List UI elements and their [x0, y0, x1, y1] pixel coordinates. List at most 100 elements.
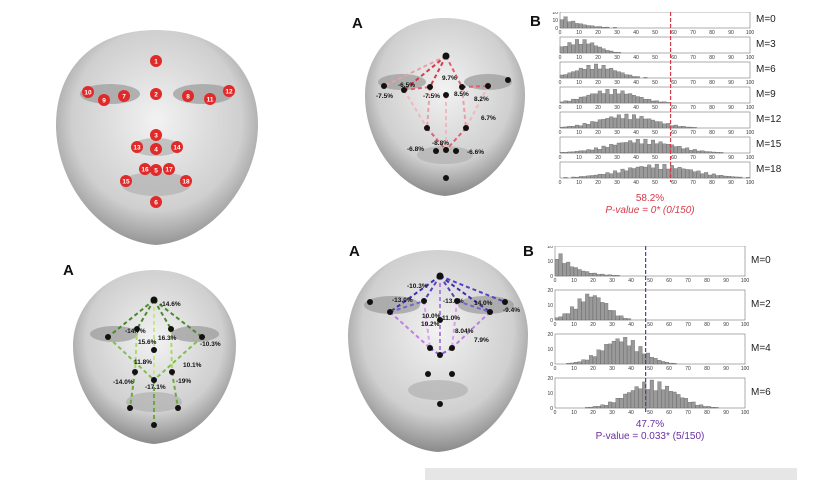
x-tick: 20: [595, 55, 601, 61]
x-tick: 10: [571, 410, 577, 416]
blue-percent: -10.3%: [407, 283, 428, 290]
hist-bar: [596, 349, 601, 365]
hist-bar: [643, 118, 648, 129]
hist-bar: [605, 89, 610, 104]
x-tick: 90: [723, 410, 729, 416]
hist-bar: [597, 119, 602, 129]
x-tick: 20: [595, 155, 601, 161]
hist-bar: [746, 177, 750, 179]
hist-bar: [687, 402, 692, 409]
hist-bar: [567, 100, 572, 104]
hist-bar: [566, 313, 571, 321]
hist-bar: [571, 98, 576, 104]
face-red-pattern: 9.7% -7.5% -6.5% -7.5% 8.5% 8.2% 6.7% -8…: [365, 18, 525, 196]
y-tick: 0: [550, 362, 553, 368]
x-tick: 0: [559, 55, 562, 61]
row-label: M=2: [751, 299, 771, 310]
x-tick: 90: [728, 130, 734, 136]
hist-bar: [681, 148, 686, 154]
landmark-dot: [139, 163, 151, 175]
x-tick: 10: [576, 80, 582, 86]
hist-bar: [714, 407, 719, 409]
hist-bar: [571, 20, 576, 29]
green-percent: 15.6%: [138, 339, 157, 346]
hist-bar: [594, 121, 598, 129]
y-tick: 0: [550, 274, 553, 280]
hist-bar: [600, 350, 605, 365]
x-tick: 30: [614, 55, 620, 61]
hist-bar: [609, 94, 614, 104]
x-tick: 100: [741, 322, 750, 328]
hist-bar: [596, 297, 601, 321]
hist-bar: [613, 117, 617, 129]
hist-bar: [616, 71, 621, 79]
hist-bar: [581, 359, 586, 365]
green-percent: -10.3%: [200, 341, 221, 348]
x-tick: 60: [671, 180, 677, 186]
hist-bar: [620, 72, 625, 79]
hist-bar: [615, 398, 620, 409]
y-tick: 10: [547, 303, 553, 309]
hist-bar: [623, 318, 628, 321]
hist-bar: [577, 269, 582, 277]
x-tick: 70: [685, 278, 691, 284]
x-tick: 60: [671, 130, 677, 136]
hist-bar: [616, 52, 621, 54]
y-tick: 20: [547, 288, 553, 294]
hist-bar: [575, 70, 579, 79]
hist-bar: [651, 139, 655, 154]
hist-bar: [658, 121, 663, 129]
x-tick: 100: [746, 155, 755, 161]
hist-bar: [620, 142, 625, 154]
hist-bar: [738, 176, 743, 179]
hist-bar: [605, 26, 610, 29]
x-tick: 10: [576, 30, 582, 36]
hist-bar: [616, 142, 621, 154]
x-tick: 90: [723, 366, 729, 372]
green-percent: -19%: [176, 378, 191, 385]
hist-bar: [615, 338, 620, 365]
hist-bar: [685, 147, 690, 154]
hist-bar: [613, 70, 617, 79]
hist-bar: [639, 96, 644, 104]
hist-bar: [677, 126, 682, 129]
hist-bar: [628, 74, 633, 79]
hist-bar: [582, 123, 587, 129]
hist-bar: [554, 317, 559, 321]
x-tick: 20: [595, 80, 601, 86]
hist-bar: [615, 315, 620, 321]
hist-bar: [590, 69, 595, 79]
hist-bar: [635, 76, 640, 79]
hist-frame: [554, 246, 746, 277]
hist-bar: [657, 381, 662, 409]
hist-bar: [578, 125, 583, 129]
hist-bar: [582, 24, 587, 29]
hist-bar: [638, 388, 643, 409]
landmark-dot: [163, 163, 175, 175]
hist-bar: [666, 123, 671, 129]
landmark-number: 11: [207, 97, 214, 104]
x-tick: 50: [647, 278, 653, 284]
x-tick: 80: [704, 366, 710, 372]
hist-bar: [658, 101, 663, 104]
x-tick: 100: [746, 180, 755, 186]
caption-bottom-value: 47.7%: [635, 419, 665, 430]
hist-bar: [630, 390, 635, 409]
hist-bar: [647, 144, 652, 154]
hist-bar: [673, 168, 678, 179]
x-tick: 70: [690, 105, 696, 111]
hist-bar: [730, 176, 735, 179]
hist-bar: [609, 116, 614, 129]
x-tick: 30: [609, 322, 615, 328]
hist-bar: [559, 101, 564, 104]
hist-bar: [662, 101, 667, 104]
hist-bar: [589, 355, 593, 365]
x-tick: 20: [595, 105, 601, 111]
row-label: M=9: [756, 89, 776, 100]
face-green-pattern: -14.6% -14.7% 16.3% 15.6% -10.3% 11.8% 1…: [73, 270, 236, 444]
hist-bar: [710, 406, 715, 409]
x-tick: 0: [554, 322, 557, 328]
hist-bar: [573, 361, 578, 365]
